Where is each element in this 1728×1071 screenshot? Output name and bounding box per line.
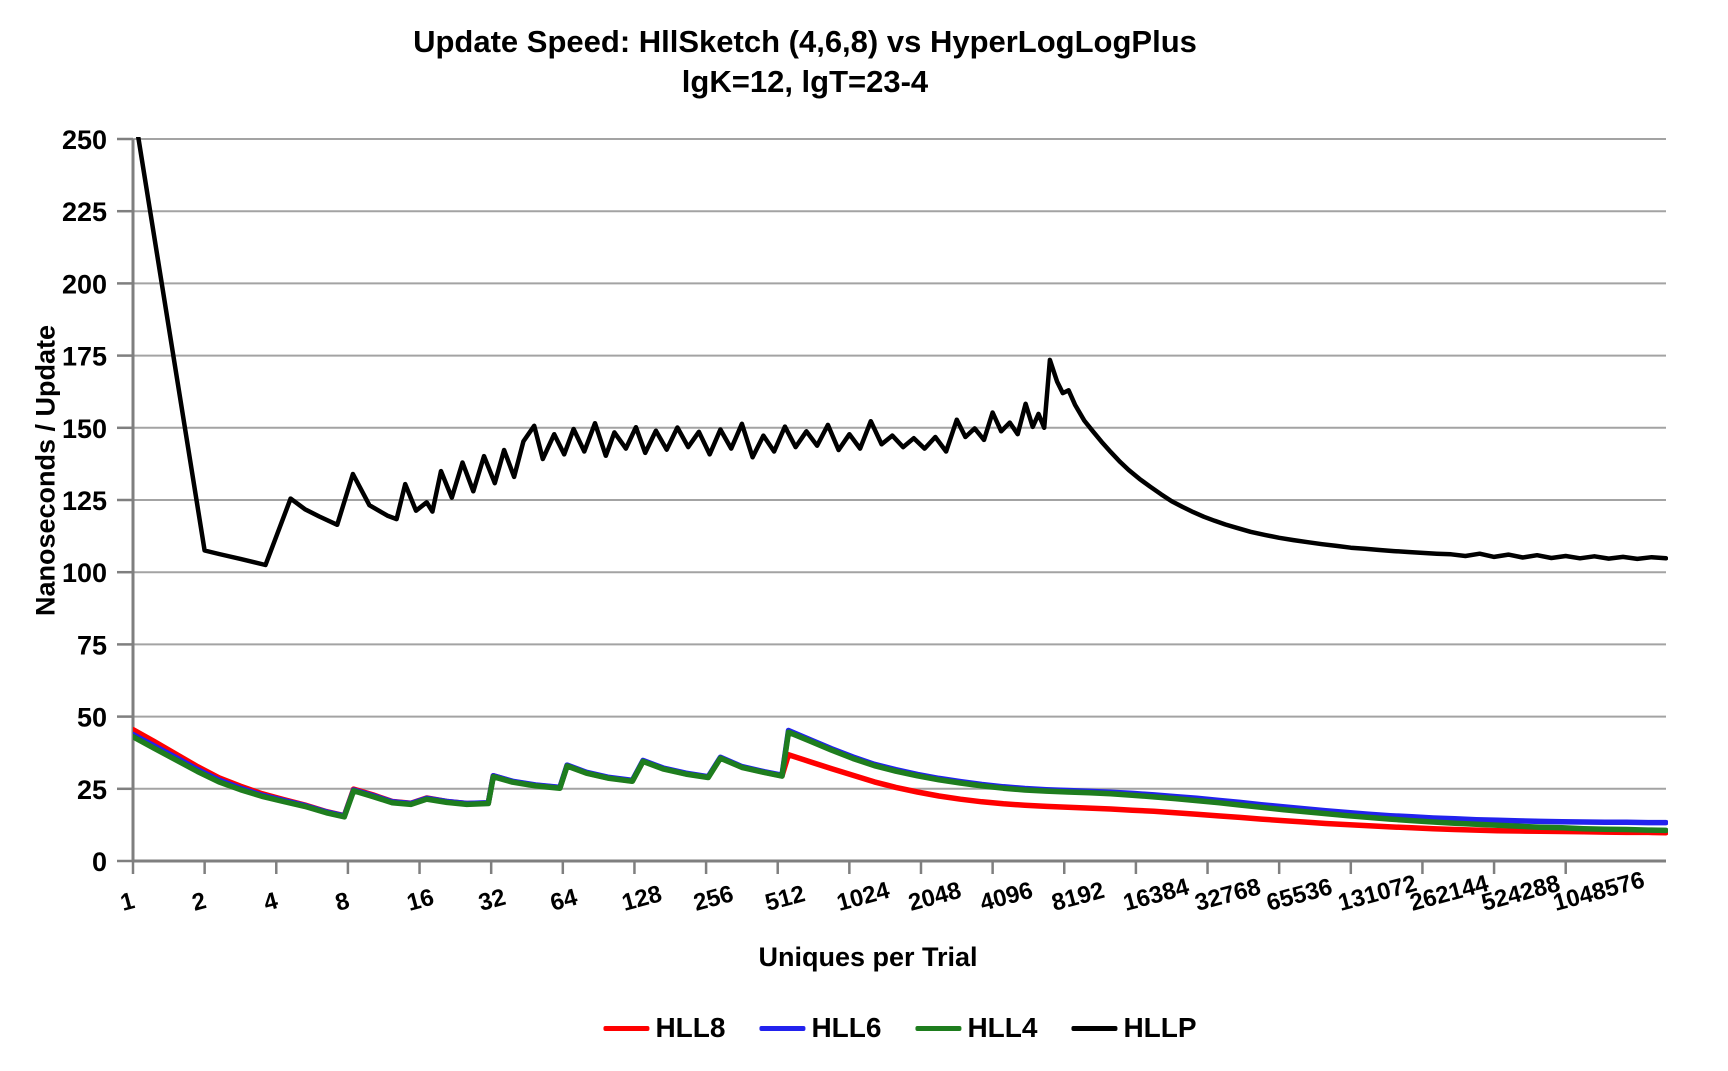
x-tick-label: 2 <box>189 887 209 917</box>
y-tick-label: 250 <box>62 125 107 155</box>
legend-swatch-hll6 <box>759 1025 806 1031</box>
legend-item-hll8: HLL8 <box>603 1012 725 1044</box>
legend: HLL8 HLL6 HLL4 HLLP <box>603 1012 1197 1044</box>
y-tick-label: 150 <box>62 414 107 444</box>
y-tick-label: 175 <box>62 342 107 372</box>
legend-item-hll6: HLL6 <box>759 1012 881 1044</box>
x-tick-label: 64 <box>547 884 580 917</box>
x-tick-label: 8192 <box>1049 877 1108 917</box>
legend-swatch-hll8 <box>603 1025 650 1031</box>
x-tick-label: 4096 <box>977 877 1036 917</box>
legend-label-hll4: HLL4 <box>967 1012 1038 1043</box>
x-tick-label: 16384 <box>1120 873 1192 917</box>
legend-swatch-hllp <box>1071 1025 1118 1031</box>
x-tick-label: 32768 <box>1192 873 1263 916</box>
y-tick-label: 75 <box>77 630 107 660</box>
y-tick-label: 25 <box>77 775 107 805</box>
x-tick-label: 1048576 <box>1550 867 1647 917</box>
legend-label-hllp: HLLP <box>1123 1012 1197 1043</box>
chart-title: Update Speed: HllSketch (4,6,8) vs Hyper… <box>413 22 1197 102</box>
y-axis-title: Nanoseconds / Update <box>30 324 61 617</box>
x-tick-label: 2048 <box>906 877 965 917</box>
y-tick-label: 125 <box>62 486 107 516</box>
chart-title-line2: lgK=12, lgT=23-4 <box>681 64 929 99</box>
x-tick-label: 32 <box>476 884 509 917</box>
x-axis-title: Uniques per Trial <box>758 942 978 972</box>
x-tick-label: 1 <box>118 887 138 917</box>
series-hll4-line <box>133 729 1668 834</box>
x-tick-label: 65536 <box>1264 873 1335 916</box>
x-tick-label: 256 <box>691 880 737 916</box>
series-hll6-line <box>133 727 1668 826</box>
y-tick-label: 200 <box>62 269 107 299</box>
y-tick-label: 225 <box>62 197 107 227</box>
legend-item-hllp: HLLP <box>1071 1012 1197 1044</box>
legend-label-hll8: HLL8 <box>655 1012 726 1043</box>
legend-swatch-hll4 <box>915 1025 962 1031</box>
x-tick-label: 1024 <box>834 877 893 917</box>
x-tick-label: 512 <box>762 880 808 916</box>
x-tick-label: 8 <box>332 887 352 917</box>
chart-title-line1: Update Speed: HllSketch (4,6,8) vs Hyper… <box>413 24 1197 59</box>
legend-item-hll4: HLL4 <box>915 1012 1037 1044</box>
x-tick-label: 4 <box>261 887 282 917</box>
y-tick-label: 0 <box>92 847 107 877</box>
y-tick-label: 50 <box>77 703 107 733</box>
series-hllp-line <box>135 137 1668 568</box>
x-tick-label: 16 <box>404 884 437 917</box>
x-tick-label: 128 <box>619 880 665 916</box>
y-tick-label: 100 <box>62 558 107 588</box>
legend-label-hll6: HLL6 <box>811 1012 882 1043</box>
